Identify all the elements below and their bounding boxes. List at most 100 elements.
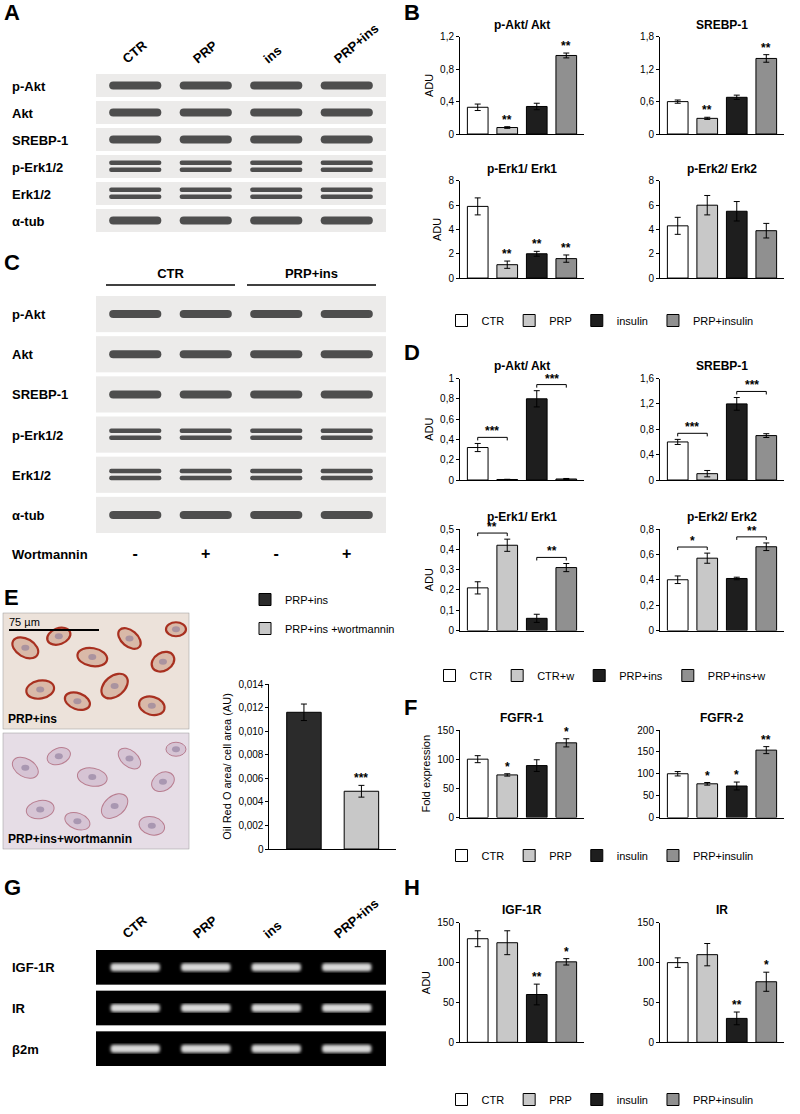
svg-text:p-Erk2/ Erk2: p-Erk2/ Erk2 — [687, 510, 757, 524]
svg-text:100: 100 — [637, 957, 654, 968]
svg-text:*: * — [690, 534, 695, 548]
svg-text:CTR: CTR — [470, 670, 493, 682]
svg-text:p-Akt: p-Akt — [12, 79, 46, 94]
svg-text:50: 50 — [443, 783, 455, 794]
svg-text:**: ** — [547, 544, 557, 558]
svg-text:50: 50 — [443, 997, 455, 1008]
svg-text:IR: IR — [716, 903, 728, 917]
svg-text:PRP+insulin: PRP+insulin — [693, 1094, 753, 1106]
svg-text:FGFR-2: FGFR-2 — [700, 711, 744, 725]
svg-text:insulin: insulin — [617, 850, 648, 862]
svg-text:p-Akt/ Akt: p-Akt/ Akt — [494, 18, 550, 32]
svg-text:***: *** — [354, 771, 368, 785]
svg-text:0: 0 — [648, 1037, 654, 1048]
svg-text:IR: IR — [12, 1001, 26, 1016]
svg-text:1,6: 1,6 — [640, 373, 654, 384]
svg-text:0: 0 — [648, 129, 654, 140]
svg-text:PRP: PRP — [549, 850, 572, 862]
svg-text:0,008: 0,008 — [238, 749, 263, 760]
svg-text:**: ** — [561, 39, 571, 53]
svg-text:Erk1/2: Erk1/2 — [12, 468, 51, 483]
svg-text:150: 150 — [637, 917, 654, 928]
svg-text:ADU: ADU — [423, 418, 435, 441]
svg-text:0,002: 0,002 — [238, 820, 263, 831]
svg-text:p-Erk1/2: p-Erk1/2 — [12, 160, 63, 175]
svg-text:SREBP-1: SREBP-1 — [696, 359, 748, 373]
svg-text:200: 200 — [637, 725, 654, 736]
svg-text:100: 100 — [437, 754, 454, 765]
svg-text:0,8: 0,8 — [640, 424, 654, 435]
svg-text:PRP+insulin: PRP+insulin — [693, 315, 753, 327]
svg-text:SREBP-1: SREBP-1 — [12, 133, 68, 148]
svg-text:0,4: 0,4 — [640, 574, 654, 585]
svg-text:4: 4 — [448, 224, 454, 235]
svg-text:100: 100 — [637, 768, 654, 779]
svg-text:0,2: 0,2 — [440, 584, 454, 595]
svg-text:p-Erk1/ Erk1: p-Erk1/ Erk1 — [487, 162, 557, 176]
svg-text:1: 1 — [448, 373, 454, 384]
svg-text:0,4: 0,4 — [440, 96, 454, 107]
svg-text:p-Akt: p-Akt — [12, 307, 46, 322]
svg-text:insulin: insulin — [617, 1094, 648, 1106]
svg-text:p-Erk1/2: p-Erk1/2 — [12, 428, 63, 443]
svg-text:0,6: 0,6 — [440, 414, 454, 425]
svg-text:0,010: 0,010 — [238, 726, 263, 737]
svg-text:PRP: PRP — [190, 37, 220, 66]
svg-text:*: * — [564, 725, 569, 739]
svg-text:0,5: 0,5 — [440, 524, 454, 535]
svg-text:0: 0 — [448, 1037, 454, 1048]
svg-text:ins: ins — [261, 43, 285, 67]
svg-text:**: ** — [502, 113, 512, 127]
svg-text:CTR: CTR — [482, 1094, 505, 1106]
svg-text:0,4: 0,4 — [440, 544, 454, 555]
svg-text:Erk1/2: Erk1/2 — [12, 187, 51, 202]
svg-text:50: 50 — [643, 790, 655, 801]
svg-text:2: 2 — [648, 248, 654, 259]
svg-text:150: 150 — [637, 746, 654, 757]
svg-text:CTR: CTR — [482, 850, 505, 862]
svg-text:0,8: 0,8 — [640, 524, 654, 535]
svg-text:0,004: 0,004 — [238, 796, 263, 807]
svg-text:-: - — [274, 545, 279, 562]
svg-text:Wortmannin: Wortmannin — [12, 547, 88, 562]
svg-text:*: * — [564, 945, 569, 959]
svg-text:4: 4 — [648, 224, 654, 235]
svg-text:**: ** — [747, 524, 757, 538]
svg-text:1,2: 1,2 — [640, 398, 654, 409]
svg-text:0: 0 — [448, 273, 454, 284]
svg-text:**: ** — [532, 970, 542, 984]
svg-text:ADU: ADU — [420, 971, 432, 994]
svg-text:150: 150 — [437, 917, 454, 928]
svg-text:0: 0 — [648, 273, 654, 284]
svg-text:0,014: 0,014 — [238, 679, 263, 690]
svg-text:insulin: insulin — [617, 315, 648, 327]
svg-text:PRP+ins: PRP+ins — [285, 266, 338, 281]
svg-text:SREBP-1: SREBP-1 — [696, 18, 748, 32]
svg-text:p-Akt/ Akt: p-Akt/ Akt — [494, 359, 550, 373]
svg-text:PRP: PRP — [190, 912, 220, 941]
svg-text:**: ** — [532, 237, 542, 251]
svg-text:1,8: 1,8 — [640, 31, 654, 42]
svg-text:p-Erk1/ Erk1: p-Erk1/ Erk1 — [487, 510, 557, 524]
svg-text:1,2: 1,2 — [640, 64, 654, 75]
svg-text:+: + — [342, 545, 351, 562]
svg-text:α-tub: α-tub — [12, 508, 45, 523]
svg-text:**: ** — [561, 241, 571, 255]
svg-text:*: * — [734, 768, 739, 782]
svg-text:0,4: 0,4 — [440, 434, 454, 445]
svg-text:PRP+ins: PRP+ins — [285, 594, 329, 606]
svg-text:+: + — [201, 545, 210, 562]
svg-text:IGF-1R: IGF-1R — [12, 960, 55, 975]
svg-text:6: 6 — [448, 200, 454, 211]
svg-text:0,1: 0,1 — [440, 605, 454, 616]
svg-text:PRP: PRP — [549, 1094, 572, 1106]
svg-text:CTR+w: CTR+w — [537, 670, 574, 682]
svg-text:ADU: ADU — [423, 74, 435, 97]
svg-text:α-tub: α-tub — [12, 214, 45, 229]
svg-text:Akt: Akt — [12, 106, 34, 121]
svg-text:***: *** — [745, 378, 759, 392]
svg-text:Fold expression: Fold expression — [420, 735, 432, 813]
svg-text:75 µm: 75 µm — [9, 616, 40, 628]
svg-text:PRP+ins+w: PRP+ins+w — [708, 670, 766, 682]
svg-text:PRP+ins+wortmannin: PRP+ins+wortmannin — [8, 832, 132, 846]
